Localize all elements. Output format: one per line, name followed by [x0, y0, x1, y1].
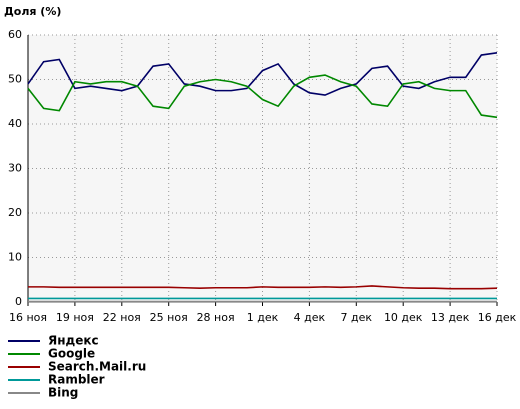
y-tick-label: 0	[15, 295, 22, 308]
y-tick-label: 50	[8, 73, 22, 86]
x-tick-label: 25 ноя	[150, 311, 188, 324]
legend-label: Search.Mail.ru	[48, 360, 146, 374]
x-tick-label: 16 дек	[478, 311, 517, 324]
y-tick-label: 60	[8, 28, 22, 41]
y-tick-label: 40	[8, 117, 22, 130]
legend-label: Rambler	[48, 373, 105, 387]
series-line	[27, 74, 498, 119]
x-tick-label: 4 дек	[294, 311, 326, 324]
y-tick-label: 10	[8, 251, 22, 264]
chart-title: Доля (%)	[4, 5, 61, 18]
x-tick-label: 22 ноя	[103, 311, 141, 324]
x-tick-label: 1 дек	[247, 311, 279, 324]
x-tick-label: 19 ноя	[56, 311, 94, 324]
series-line	[28, 285, 498, 290]
legend-label: Google	[48, 347, 95, 361]
legend-label: Яндекс	[48, 334, 99, 348]
y-tick-label: 20	[8, 206, 22, 219]
legend-label: Bing	[48, 386, 78, 400]
x-tick-label: 13 дек	[431, 311, 470, 324]
x-tick-label: 16 ноя	[9, 311, 47, 324]
x-tick-label: 7 дек	[341, 311, 373, 324]
y-tick-label: 30	[8, 162, 22, 175]
x-tick-label: 10 дек	[384, 311, 423, 324]
x-tick-label: 28 ноя	[197, 311, 235, 324]
series-line	[27, 52, 498, 96]
